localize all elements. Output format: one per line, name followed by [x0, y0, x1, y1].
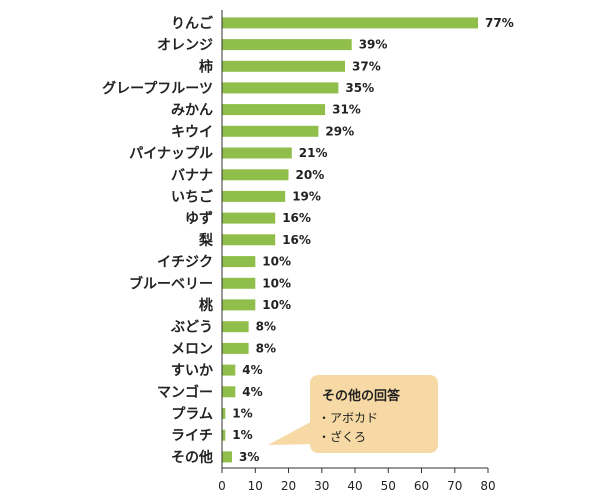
category-label: いちご — [171, 188, 214, 205]
value-labels: 77% 39% 37% 35% 31% 29% 21% 20% 19% 16% 16% 10% 10% 1… — [232, 16, 513, 464]
callout-list: ・アボカド ・ざくろ — [318, 409, 378, 447]
category-label: イチジク — [157, 255, 213, 271]
value-label: 3% — [239, 450, 259, 464]
bars-group — [222, 17, 478, 463]
bar — [222, 386, 236, 398]
category-label: すいか — [171, 363, 213, 379]
category-label: りんご — [171, 15, 214, 32]
category-label: ゆず — [185, 210, 213, 227]
bar — [222, 82, 339, 94]
bar — [222, 407, 226, 419]
bar — [222, 321, 249, 333]
category-label: みかん — [171, 103, 213, 119]
value-label: 31% — [332, 103, 361, 117]
value-label: 10% — [262, 255, 291, 269]
callout-item: ・ざくろ — [318, 430, 367, 444]
category-label: ぶどう — [170, 320, 213, 336]
callout-pointer — [268, 418, 318, 445]
bar — [222, 39, 352, 51]
bar — [222, 190, 286, 202]
bar — [222, 234, 276, 246]
category-label: マンゴー — [157, 384, 213, 401]
x-tick-label: 50 — [381, 479, 396, 493]
bar — [222, 125, 319, 137]
x-tick-label: 30 — [314, 479, 329, 493]
bar — [222, 451, 232, 463]
value-label: 16% — [282, 211, 311, 225]
category-label: プラム — [171, 406, 213, 422]
category-label: その他 — [171, 449, 213, 466]
category-label: 柿 — [199, 58, 213, 75]
value-label: 19% — [292, 189, 321, 203]
value-label: 16% — [282, 233, 311, 247]
value-label: 8% — [256, 341, 276, 355]
category-label: 桃 — [199, 297, 213, 314]
value-label: 4% — [242, 385, 262, 399]
value-label: 10% — [262, 276, 291, 290]
x-tick-label: 40 — [347, 479, 362, 493]
value-label: 21% — [299, 146, 328, 160]
value-label: 4% — [242, 363, 262, 377]
value-label: 10% — [262, 298, 291, 312]
value-label: 8% — [256, 320, 276, 334]
bar — [222, 364, 236, 376]
category-label: バナナ — [171, 168, 213, 184]
bar — [222, 17, 478, 29]
bar — [222, 256, 256, 268]
category-label: オレンジ — [157, 38, 213, 54]
bar — [222, 60, 345, 72]
category-label: グレープフルーツ — [102, 80, 213, 97]
value-label: 39% — [359, 38, 388, 52]
bar — [222, 299, 256, 311]
x-tick-label: 70 — [447, 479, 462, 493]
x-tick-label: 60 — [414, 479, 429, 493]
other-answers-callout: その他の回答 ・アボカド ・ざくろ — [310, 375, 438, 453]
category-label: メロン — [171, 341, 213, 357]
category-label: ライチ — [171, 428, 213, 444]
value-label: 29% — [325, 124, 354, 138]
callout-title: その他の回答 — [322, 389, 401, 404]
value-label: 20% — [296, 168, 325, 182]
category-label: キウイ — [171, 124, 213, 140]
x-tick-label: 0 — [218, 479, 226, 493]
value-label: 37% — [352, 59, 381, 73]
x-tick-label: 80 — [480, 479, 495, 493]
value-label: 35% — [345, 81, 374, 95]
category-label: パイナップル — [129, 146, 213, 162]
bar — [222, 277, 256, 289]
bar — [222, 147, 292, 159]
x-axis-ticks: 0 10 20 30 40 50 60 70 80 — [218, 468, 496, 493]
value-label: 77% — [485, 16, 514, 30]
bar — [222, 429, 226, 441]
x-tick-label: 10 — [248, 479, 263, 493]
category-label: ブルーベリー — [129, 275, 213, 292]
value-label: 1% — [232, 428, 252, 442]
value-label: 1% — [232, 406, 252, 420]
category-labels: りんごオレンジ柿グレープフルーツみかんキウイパイナップルバナナいちごゆず梨イチジ… — [102, 15, 214, 466]
bar — [222, 169, 289, 181]
x-tick-label: 20 — [281, 479, 296, 493]
callout-item: ・アボカド — [318, 411, 379, 425]
bar — [222, 104, 326, 116]
bar — [222, 212, 276, 224]
category-label: 梨 — [198, 232, 214, 249]
bar — [222, 342, 249, 354]
